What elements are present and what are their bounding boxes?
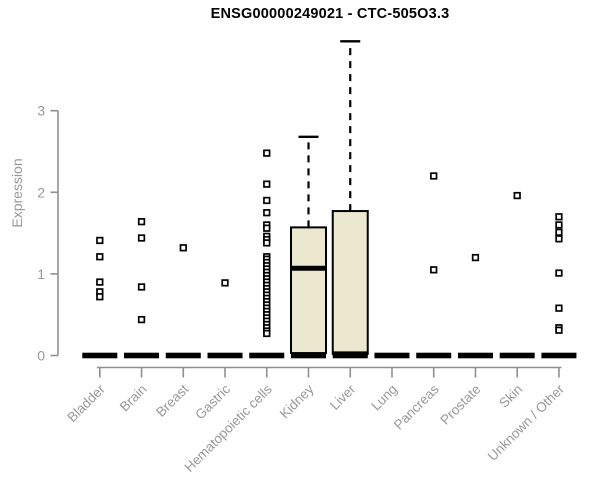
outlier-point [263,180,271,188]
zero-median-bar [541,352,577,359]
y-tick-label: 1 [37,266,45,282]
x-tick-label: Gastric [192,381,233,422]
outlier-point [430,266,438,274]
outlier-point [555,221,563,229]
outlier-point [96,278,104,286]
outlier-point [96,253,104,261]
outlier-point [263,224,271,232]
x-tick-label: Pancreas [391,381,442,432]
outlier-point [96,293,104,301]
chart-title: ENSG00000249021 - CTC-505O3.3 [210,6,450,22]
outlier-point [263,209,271,217]
outlier-point [263,239,271,247]
outlier-point [430,172,438,180]
outlier-point [555,269,563,277]
outlier-point [96,236,104,245]
box-kidney [290,226,327,355]
x-tick-label: Liver [327,381,359,413]
zero-median-bar [82,352,118,359]
outlier-point [137,283,146,291]
zero-median-bar [207,352,243,359]
zero-median-bar [124,352,160,359]
zero-median-bar [165,352,201,359]
outlier-point [513,191,521,200]
outlier-point [137,234,146,242]
x-tick-label: Breast [153,381,191,419]
outlier-point [137,218,146,226]
outlier-point [555,228,563,236]
outlier-point [179,244,187,252]
box-liver [331,210,369,355]
y-tick-label: 2 [37,184,45,200]
zero-median-bar [249,352,285,359]
x-tick-label: Lung [368,382,400,414]
y-tick-label: 0 [37,348,45,364]
x-tick-label: Bladder [64,381,108,425]
outlier-point [263,329,271,338]
y-axis-title: Expression [9,158,25,227]
outlier-point [555,213,563,221]
x-tick-label: Prostate [437,382,483,428]
zero-median-bar [291,352,326,359]
outlier-point [221,279,229,287]
x-tick-label: Unknown / Other [485,381,568,464]
outlier-point [555,326,563,334]
zero-median-bar [416,352,452,359]
x-tick-label: Skin [496,382,525,411]
outlier-point [137,315,146,324]
outlier-point [263,196,271,205]
zero-median-bar [499,352,535,359]
x-tick-label: Brain [117,382,150,415]
outlier-point [263,149,271,157]
outlier-point [471,253,480,262]
zero-median-bar [374,352,410,359]
y-tick-label: 3 [37,103,45,119]
outlier-point [555,304,563,312]
x-tick-label: Kidney [277,381,317,421]
zero-median-bar [457,352,493,359]
outlier-point [555,235,563,243]
